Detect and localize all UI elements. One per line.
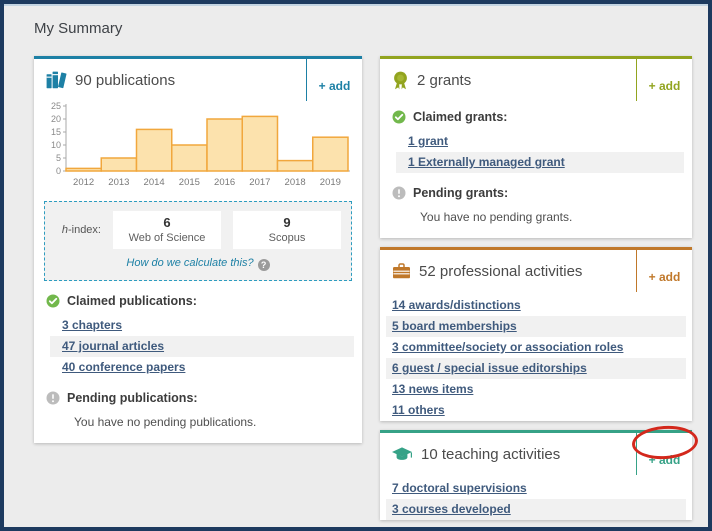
h-index-help-link[interactable]: How do we calculate this? — [126, 257, 254, 269]
news-items-link[interactable]: 13 news items — [392, 382, 474, 396]
svg-text:10: 10 — [51, 140, 61, 150]
h-index-web-of-science: 6 Web of Science — [113, 211, 221, 249]
svg-text:2019: 2019 — [320, 177, 341, 188]
pending-publications-label: Pending publications: — [67, 391, 198, 405]
graduation-cap-icon — [392, 446, 413, 462]
list-item: 3 chapters — [50, 315, 354, 336]
svg-text:2015: 2015 — [179, 177, 200, 188]
page-title: My Summary — [34, 20, 123, 37]
journal-articles-link[interactable]: 47 journal articles — [62, 339, 165, 353]
claimed-grants-heading: Claimed grants: — [380, 101, 692, 129]
teaching-card-header: 10 teaching activities + add — [380, 433, 692, 475]
add-professional-activity-button[interactable]: + add — [636, 250, 692, 292]
svg-text:0: 0 — [56, 166, 61, 176]
claimed-publications-heading: Claimed publications: — [34, 285, 362, 313]
conference-papers-link[interactable]: 40 conference papers — [62, 360, 186, 374]
professional-activities-title: 52 professional activities — [419, 262, 583, 280]
grant-link[interactable]: 1 grant — [408, 134, 449, 148]
pending-grants-label: Pending grants: — [413, 186, 509, 200]
committee-roles-link[interactable]: 3 committee/society or association roles — [392, 340, 624, 354]
list-item: 1 Externally managed grant — [396, 152, 684, 173]
guest-editorships-link[interactable]: 6 guest / special issue editorships — [392, 361, 587, 375]
list-item: 14 awards/distinctions — [386, 295, 686, 316]
svg-text:15: 15 — [51, 127, 61, 137]
grants-card-header: 2 grants + add — [380, 59, 692, 101]
right-column: 2 grants + add Claimed grants: 1 grant 1… — [380, 56, 700, 527]
h-index-scopus: 9 Scopus — [233, 211, 341, 249]
books-icon — [46, 71, 67, 89]
h-index-wos-source: Web of Science — [128, 232, 206, 244]
list-item: 6 guest / special issue editorships — [386, 358, 686, 379]
svg-text:20: 20 — [51, 114, 61, 124]
svg-text:25: 25 — [51, 101, 61, 111]
h-index-scopus-value: 9 — [283, 215, 291, 230]
svg-text:5: 5 — [56, 153, 61, 163]
list-item: 3 courses developed — [386, 499, 686, 520]
svg-text:2013: 2013 — [108, 177, 129, 188]
svg-text:2012: 2012 — [73, 177, 94, 188]
teaching-activities-list: 7 doctoral supervisions 3 courses develo… — [386, 478, 686, 520]
h-index-scopus-source: Scopus — [268, 232, 306, 244]
professional-activities-list: 14 awards/distinctions 5 board membershi… — [386, 295, 686, 421]
svg-text:2016: 2016 — [214, 177, 235, 188]
left-column: 90 publications + add 0 5 10 15 20 25 2012 2013… — [34, 56, 362, 452]
check-icon — [46, 294, 60, 308]
publications-chart: 0 5 10 15 20 25 2012 2013 2014 2015 2016 2017 2018 20… — [51, 101, 350, 188]
briefcase-icon — [392, 263, 411, 279]
info-icon — [392, 186, 406, 200]
svg-text:2018: 2018 — [285, 177, 306, 188]
h-index-wos-value: 6 — [163, 215, 171, 230]
claimed-grants-list: 1 grant 1 Externally managed grant — [396, 131, 684, 173]
list-item: 7 doctoral supervisions — [386, 478, 686, 499]
h-index-label: h-index: — [61, 224, 101, 236]
publications-title: 90 publications — [75, 71, 176, 89]
add-teaching-activity-button[interactable]: + add — [636, 433, 692, 475]
list-item: 3 committee/society or association roles — [386, 337, 686, 358]
pending-publications-heading: Pending publications: — [34, 382, 362, 410]
list-item: 40 conference papers — [50, 357, 354, 378]
teaching-activities-card: 10 teaching activities + add 7 doctoral … — [380, 423, 700, 520]
svg-text:2017: 2017 — [249, 177, 270, 188]
grants-title: 2 grants — [417, 71, 472, 89]
publications-card-header: 90 publications + add — [34, 59, 362, 101]
list-item: 11 others — [386, 400, 686, 421]
pending-grants-message: You have no pending grants. — [420, 210, 573, 224]
question-icon[interactable]: ? — [257, 259, 270, 271]
pending-publications-message: You have no pending publications. — [74, 415, 257, 429]
claimed-publications-list: 3 chapters 47 journal articles 40 confer… — [50, 315, 354, 378]
courses-developed-link[interactable]: 3 courses developed — [392, 502, 511, 516]
chapters-link[interactable]: 3 chapters — [62, 318, 123, 332]
add-grant-button[interactable]: + add — [636, 59, 692, 101]
claimed-publications-label: Claimed publications: — [67, 294, 197, 308]
pending-grants-heading: Pending grants: — [380, 177, 692, 205]
list-item: 47 journal articles — [50, 336, 354, 357]
externally-managed-grant-link[interactable]: 1 Externally managed grant — [408, 155, 565, 169]
check-icon — [392, 110, 406, 124]
awards-distinctions-link[interactable]: 14 awards/distinctions — [392, 298, 521, 312]
teaching-activities-title: 10 teaching activities — [421, 445, 561, 463]
publications-card: 90 publications + add 0 5 10 15 20 25 2012 2013… — [34, 56, 362, 443]
professional-activities-card: 52 professional activities + add 14 awar… — [380, 247, 692, 421]
info-icon — [46, 391, 60, 405]
list-item: 1 grant — [396, 131, 684, 152]
add-publication-button[interactable]: + add — [306, 59, 362, 101]
svg-text:2014: 2014 — [144, 177, 165, 188]
grants-card: 2 grants + add Claimed grants: 1 grant 1… — [380, 56, 692, 238]
list-item: 13 news items — [386, 379, 686, 400]
doctoral-supervisions-link[interactable]: 7 doctoral supervisions — [392, 481, 527, 495]
others-link[interactable]: 11 others — [392, 403, 445, 417]
professional-card-header: 52 professional activities + add — [380, 250, 692, 292]
list-item: 5 board memberships — [386, 316, 686, 337]
board-memberships-link[interactable]: 5 board memberships — [392, 319, 517, 333]
claimed-grants-label: Claimed grants: — [413, 110, 508, 124]
h-index-panel: h-index: 6 Web of Science 9 Scopus How d… — [44, 201, 352, 281]
rosette-icon — [392, 71, 409, 90]
